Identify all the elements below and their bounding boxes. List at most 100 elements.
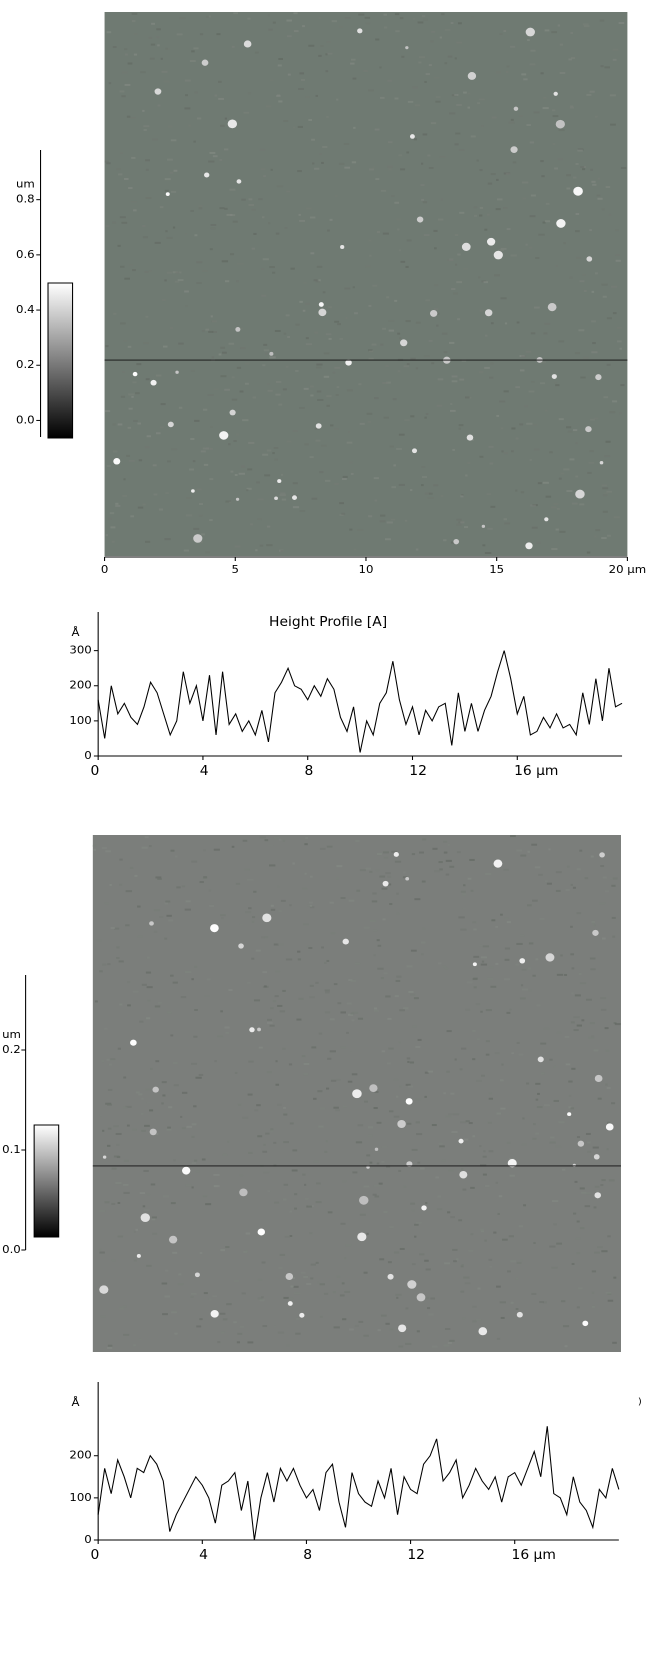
texture — [576, 1252, 581, 1255]
texture — [217, 1035, 224, 1038]
particle — [352, 1089, 362, 1099]
texture — [509, 1008, 512, 1011]
texture — [594, 1251, 600, 1254]
texture — [396, 1296, 399, 1299]
texture — [501, 1063, 504, 1066]
texture — [157, 104, 161, 107]
texture — [108, 517, 112, 520]
texture — [107, 1344, 113, 1347]
texture — [107, 963, 111, 966]
texture — [585, 1192, 592, 1195]
texture — [529, 458, 532, 461]
texture — [247, 981, 251, 984]
texture — [553, 1099, 560, 1102]
texture — [376, 1121, 382, 1124]
texture — [570, 31, 574, 34]
texture — [444, 62, 448, 65]
particle — [182, 1166, 191, 1175]
texture — [179, 17, 186, 20]
texture — [591, 1291, 595, 1294]
particle — [235, 327, 241, 332]
texture — [246, 487, 252, 490]
texture — [142, 1205, 146, 1208]
texture — [543, 1027, 550, 1030]
texture — [602, 510, 608, 513]
texture — [393, 1078, 399, 1081]
texture — [133, 1344, 136, 1347]
texture — [612, 935, 616, 938]
texture — [499, 1079, 504, 1082]
texture — [433, 308, 439, 311]
texture — [306, 1282, 312, 1285]
particle — [140, 1213, 150, 1223]
particle — [167, 421, 174, 428]
texture — [220, 346, 226, 349]
texture — [350, 58, 356, 61]
texture — [266, 1018, 273, 1021]
texture — [533, 448, 540, 451]
texture — [120, 265, 125, 268]
texture — [343, 1105, 348, 1108]
texture — [254, 1109, 259, 1112]
texture — [340, 1011, 347, 1014]
texture — [607, 1292, 612, 1295]
texture — [583, 166, 586, 169]
texture — [407, 100, 414, 103]
texture — [529, 63, 536, 66]
texture — [270, 1128, 274, 1131]
texture — [131, 395, 134, 398]
texture — [601, 283, 608, 286]
texture — [582, 356, 589, 359]
texture — [234, 1280, 239, 1283]
texture — [184, 107, 191, 110]
texture — [382, 851, 389, 854]
texture — [325, 1140, 328, 1143]
texture — [319, 152, 322, 155]
texture — [365, 265, 371, 268]
texture — [270, 1007, 274, 1010]
texture — [581, 1191, 587, 1194]
texture — [510, 45, 516, 48]
texture — [511, 1052, 514, 1055]
texture — [260, 267, 265, 270]
texture — [286, 35, 292, 38]
texture — [261, 936, 265, 939]
texture — [225, 280, 230, 283]
texture — [605, 186, 611, 189]
texture — [570, 883, 573, 886]
particle — [102, 1155, 107, 1159]
texture — [457, 318, 461, 321]
texture — [194, 91, 198, 94]
texture — [133, 33, 138, 36]
texture — [467, 92, 471, 95]
texture — [577, 149, 583, 152]
texture — [410, 357, 416, 360]
texture — [290, 267, 295, 270]
texture — [168, 1106, 173, 1109]
texture — [297, 125, 303, 128]
texture — [297, 170, 302, 173]
texture — [565, 1063, 571, 1066]
texture — [318, 1032, 323, 1035]
texture — [405, 1342, 412, 1345]
texture — [592, 342, 596, 345]
texture — [333, 428, 339, 431]
texture — [568, 58, 572, 61]
texture — [604, 1027, 609, 1030]
texture — [317, 1090, 323, 1093]
texture — [262, 971, 268, 974]
texture — [472, 978, 478, 981]
texture — [354, 1324, 359, 1327]
texture — [600, 865, 605, 868]
texture — [440, 198, 443, 201]
texture — [240, 347, 246, 350]
texture — [255, 549, 258, 552]
texture — [292, 429, 298, 432]
texture — [347, 1080, 353, 1083]
particle — [175, 370, 179, 374]
texture — [225, 1031, 229, 1034]
texture — [111, 1259, 116, 1262]
texture — [162, 1195, 170, 1198]
texture — [170, 1034, 174, 1037]
texture — [309, 906, 315, 909]
